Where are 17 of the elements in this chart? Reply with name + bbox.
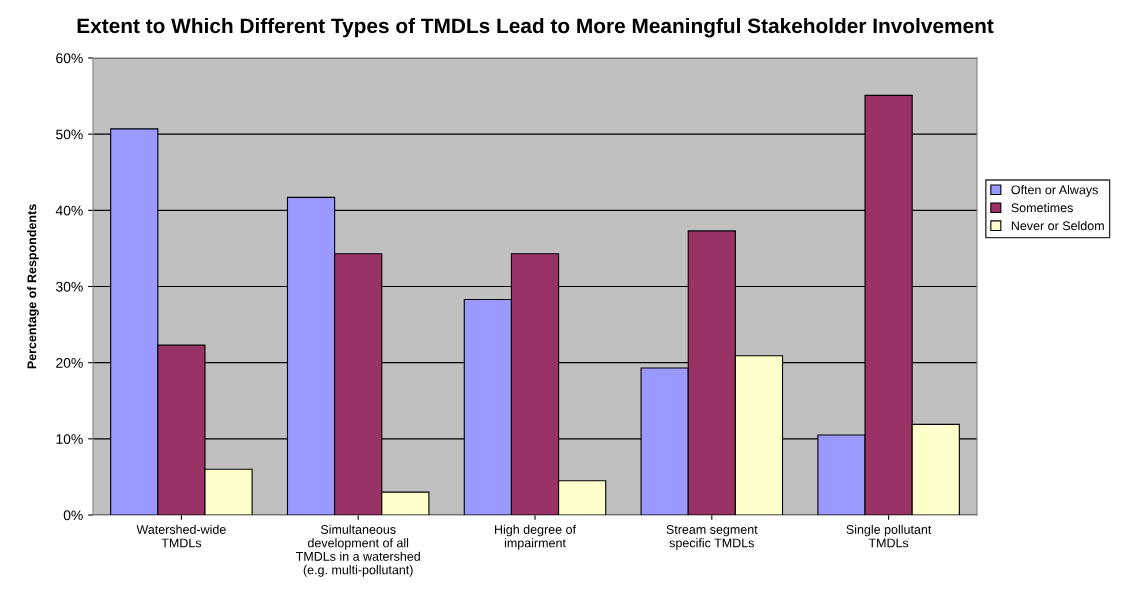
y-tick-label: 20% [56,358,83,368]
x-tick-label: Simultaneous development of all TMDLs in a watershed (e.g. multi-pollutant) [295,524,420,577]
x-tick-label: Stream segment specific TMDLs [666,525,758,550]
y-axis-title: Percentage of Respondents [27,204,39,369]
chart-title: Extent to Which Different Types of TMDLs Lead to More Meaningful Stakeholder Involvement [77,17,994,38]
y-tick-label: 60% [56,53,83,64]
y-tick-label: 30% [56,281,83,292]
legend-label: Never or Seldom [1011,220,1104,231]
x-tick-label: Watershed-wide TMDLs [136,524,226,548]
y-tick-label: 50% [56,129,83,140]
x-tick-label: Single pollutant TMDLs [846,524,932,548]
y-tick-label: 0% [63,510,83,521]
y-tick-label: 40% [55,205,83,216]
y-tick-label: 10% [56,434,83,444]
x-tick-label: High degree of impairment [495,524,577,550]
legend-label: Sometimes [1011,203,1073,213]
legend-label: Often or Always [1011,185,1098,197]
